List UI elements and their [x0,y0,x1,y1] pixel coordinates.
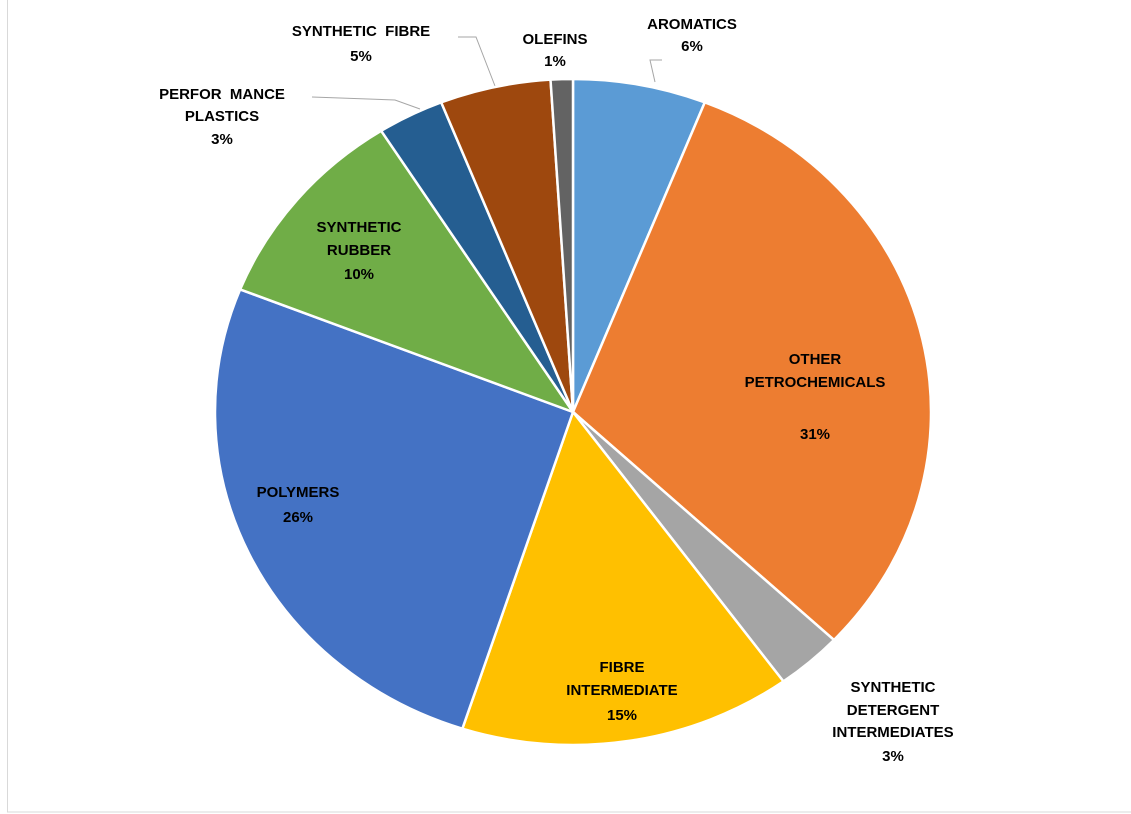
value-label: 1% [544,53,566,70]
slice-label: PLASTICS [185,108,259,125]
slice-label: SYNTHETIC [850,679,935,696]
leader-line [311,96,421,110]
slice-label: SYNTHETIC FIBRE [292,23,430,40]
slice-label: DETERGENT [847,702,940,719]
slice-label: PERFOR MANCE [159,86,285,103]
slice-label: SYNTHETIC [316,219,401,236]
value-label: 10% [344,266,374,283]
pie-slice [213,287,575,731]
pie-slice [571,77,707,413]
pie-slice [460,409,786,747]
value-label: 26% [283,509,313,526]
pie-slice [238,129,577,415]
leader-line [458,36,496,87]
value-label: 6% [681,38,703,55]
value-label: 5% [350,48,372,65]
slice-label: OTHER [789,351,842,368]
pie-slice [571,100,933,642]
value-label: 3% [882,748,904,765]
slice-label: POLYMERS [257,484,340,501]
slice-label: INTERMEDIATE [566,682,677,699]
slice-label: OLEFINS [522,31,587,48]
value-label: 3% [211,131,233,148]
slice-label: RUBBER [327,242,391,259]
slice-label: AROMATICS [647,16,737,33]
value-label: 15% [607,707,637,724]
leader-line [649,59,662,83]
pie-slice [549,77,575,413]
value-label: 31% [800,426,830,443]
slice-label: FIBRE [600,659,645,676]
slice-label: PETROCHEMICALS [745,374,886,391]
slice-label: INTERMEDIATES [832,724,953,741]
